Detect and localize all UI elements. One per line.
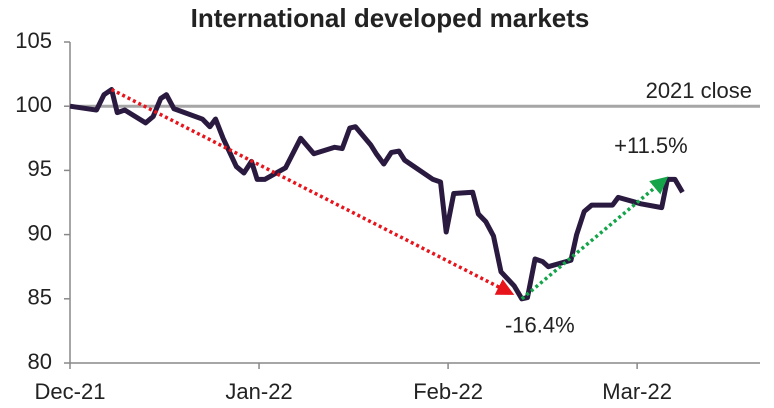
line-series bbox=[69, 87, 685, 302]
y-tick-label: 80 bbox=[28, 349, 52, 374]
x-tick-label: Feb-22 bbox=[413, 379, 483, 404]
annotation-arrow bbox=[520, 176, 669, 301]
y-tick-label: 95 bbox=[28, 156, 52, 181]
y-tick-label: 85 bbox=[28, 285, 52, 310]
x-tick-label: Dec-21 bbox=[35, 379, 106, 404]
annotation-label: -16.4% bbox=[505, 313, 575, 338]
y-tick-label: 105 bbox=[15, 28, 52, 53]
y-tick-label: 100 bbox=[15, 92, 52, 117]
annotation-label: +11.5% bbox=[614, 133, 688, 158]
annotation-arrow bbox=[110, 87, 515, 295]
chart-title: International developed markets bbox=[191, 3, 590, 33]
x-tick-label: Mar-22 bbox=[602, 379, 672, 404]
y-tick-label: 90 bbox=[28, 220, 52, 245]
reference-label: 2021 close bbox=[646, 78, 752, 103]
x-tick-label: Jan-22 bbox=[225, 379, 292, 404]
